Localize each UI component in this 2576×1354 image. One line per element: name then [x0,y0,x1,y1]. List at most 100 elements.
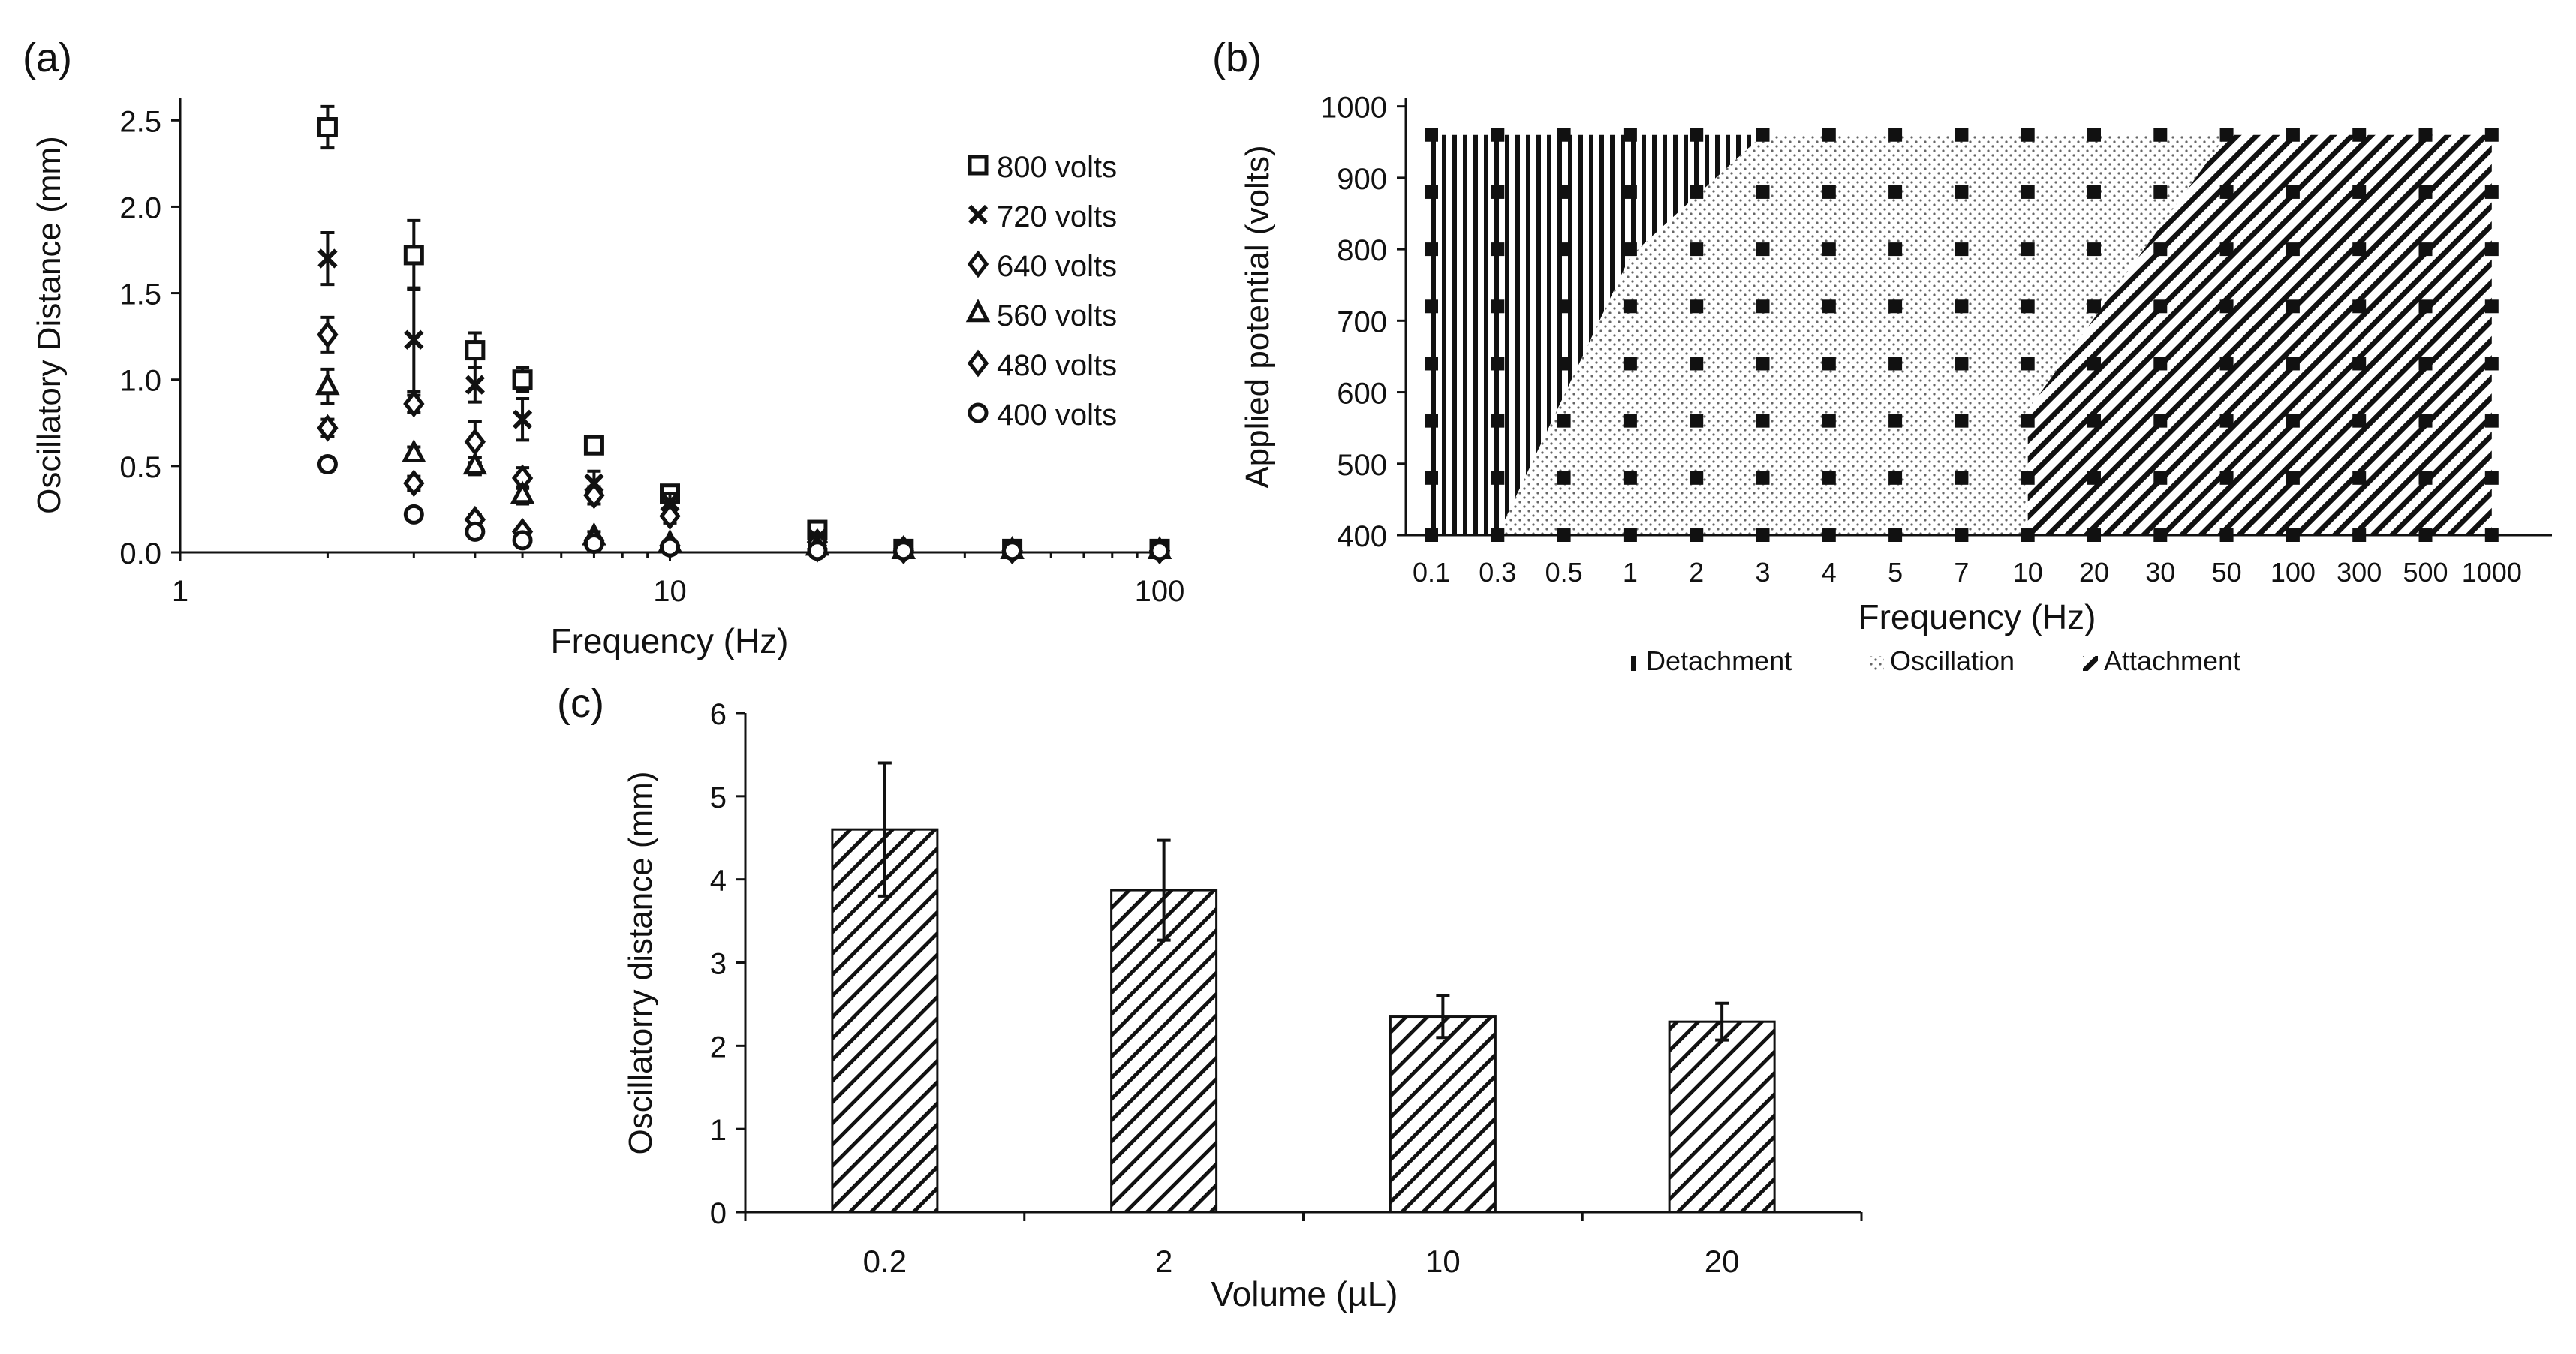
chart-b-grid-point [2021,242,2035,257]
chart-b-grid-point [2021,471,2035,485]
chart-b-grid-point [1491,471,1505,485]
chart-a-point [317,454,338,475]
chart-b-grid-point [1557,128,1571,142]
chart-b-grid-point [1955,357,1969,371]
chart-b-grid-point [1756,299,1770,314]
chart-b-grid-point [2219,242,2234,257]
chart-a-point [404,329,424,350]
chart-a-point [660,537,680,558]
chart-b-grid-point [1955,414,1969,428]
chart-c-y-tick-label: 2 [710,1031,727,1064]
chart-b-grid-point [2219,185,2234,199]
chart-b-grid-point [1425,357,1438,371]
chart-b-legend-swatch [2083,656,2098,671]
chart-a-legend-marker [968,402,989,423]
chart-a-point [403,245,424,266]
panel-c-label: (c) [557,681,604,726]
chart-b-grid-point [2021,414,2035,428]
chart-a-point [893,540,914,561]
chart-b-grid-point [1822,357,1836,371]
chart-b-regions [1431,134,2492,535]
chart-a-point [1002,540,1023,561]
chart-c-x-tick-label: 20 [1705,1244,1740,1279]
chart-b-grid-point [1623,299,1637,314]
chart-b-grid-point [2418,299,2433,314]
chart-b-grid-point [1756,414,1770,428]
chart-b-grid-point [2352,299,2367,314]
chart-c-bars [831,761,1776,1214]
chart-b-grid-point [1756,357,1770,371]
panel-a-label: (a) [23,35,72,80]
chart-b-grid-point [1425,414,1438,428]
chart-a-legend-label: 560 volts [997,299,1117,332]
chart-b-grid-point [2219,299,2234,314]
chart-c-xlabel: Volume (µL) [1211,1274,1398,1313]
chart-a-x-ticks: 1 10 100 [172,552,1184,608]
chart-a-point [1149,540,1170,561]
chart-a-legend-label: 640 volts [997,250,1117,283]
chart-b-grid-point [2153,299,2168,314]
chart-b-grid-point [1491,299,1505,314]
chart-a-point [510,480,535,504]
chart-b-grid-point [1955,299,1969,314]
chart-b-grid-point [1822,128,1836,142]
chart-b-grid-point [2087,471,2101,485]
chart-b-grid-point [2087,128,2101,142]
chart-b-grid-point [1888,471,1903,485]
chart-b-grid-point [2021,299,2035,314]
chart-a-ylabel: Oscillatory Distance (mm) [31,136,68,514]
chart-b-x-tick-label: 5 [1888,557,1903,588]
chart-a-point [807,540,828,561]
chart-a: 0.0 0.5 1.0 1.5 2.0 2.5 1 10 100 800 volts 720 v… [31,98,1184,660]
panel-b-label: (b) [1212,35,1262,80]
chart-a-legend-marker [968,155,989,176]
chart-a-series-480-volts [317,414,1171,565]
chart-b-grid-point [1822,471,1836,485]
chart-b-grid-point [2484,357,2499,371]
chart-b-grid-point [1888,185,1903,199]
chart-b-grid-point [2352,242,2367,257]
chart-a-y-tick-label: 1.5 [119,278,161,311]
chart-b-grid-point [2286,185,2300,199]
chart-a-x-tick-label: 10 [653,575,687,608]
chart-b-x-tick-label: 10 [2013,557,2043,588]
chart-a-x-tick-label: 1 [172,575,188,608]
chart-a-series-400-volts [317,454,1170,561]
chart-b-grid-point [2286,471,2300,485]
chart-b-grid-point [2087,414,2101,428]
chart-a-point [583,481,605,510]
chart-b-x-tick-label: 300 [2337,557,2382,588]
chart-c-y-tick-label: 1 [710,1114,727,1147]
chart-b-legend: Detachment Oscillation Attachment [1625,645,2240,676]
chart-b-grid-point [1425,299,1438,314]
chart-b-grid-point [1557,357,1571,371]
chart-b-x-tick-label: 50 [2212,557,2242,588]
chart-b-grid-point [2087,299,2101,314]
chart-c-bar [1668,1020,1776,1214]
chart-a-series [315,104,1172,565]
chart-a-series-560-volts [315,367,1172,559]
chart-b-grid-point [1623,128,1637,142]
chart-b-grid-point [1557,414,1571,428]
chart-b-ylabel: Applied potential (volts) [1239,145,1276,488]
chart-a-point [465,340,486,361]
chart-b-grid-point [2286,414,2300,428]
chart-c-x-tick-label: 0.2 [863,1244,907,1279]
chart-c-x-tick-label: 10 [1425,1244,1461,1279]
chart-b-grid-point [2418,185,2433,199]
chart-b-x-tick-label: 500 [2403,557,2448,588]
chart-b: 400 500 600 700 800 900 1000 0.1 0.3 0.5 1 2 3 4 5 7 10… [1239,92,2552,676]
chart-c-bar [1389,1016,1497,1214]
chart-b-grid-point [1557,471,1571,485]
chart-a-legend-marker [968,204,989,225]
chart-c: 0 1 2 3 4 5 6 0.2 2 10 20 Volume (µL) Oscillatorr… [622,698,1863,1313]
chart-b-x-tick-label: 7 [1954,557,1969,588]
chart-b-grid-point [1623,242,1637,257]
chart-b-region-oscillation [1497,134,2227,535]
chart-a-point [462,451,488,475]
chart-b-grid-point [2021,357,2035,371]
chart-a-legend-marker [967,349,989,378]
chart-b-grid-point [1888,299,1903,314]
chart-a-point [315,372,340,396]
chart-b-grid-point [1491,357,1505,371]
